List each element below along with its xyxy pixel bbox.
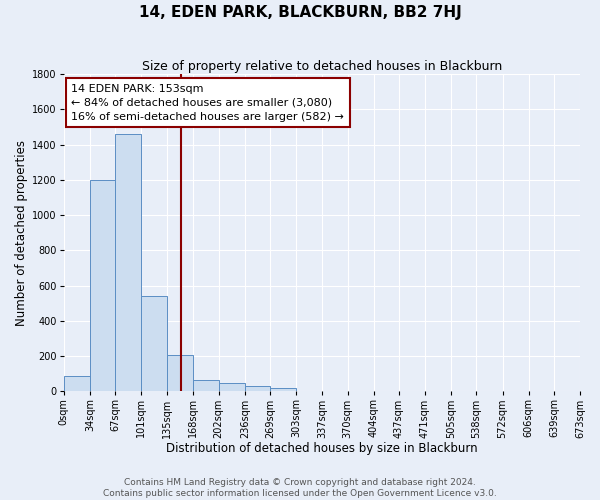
Title: Size of property relative to detached houses in Blackburn: Size of property relative to detached ho…	[142, 60, 502, 73]
Text: Contains HM Land Registry data © Crown copyright and database right 2024.
Contai: Contains HM Land Registry data © Crown c…	[103, 478, 497, 498]
Bar	[141, 296, 167, 392]
Y-axis label: Number of detached properties: Number of detached properties	[15, 140, 28, 326]
Bar	[115, 134, 141, 392]
Bar	[167, 356, 193, 392]
Text: 14 EDEN PARK: 153sqm
← 84% of detached houses are smaller (3,080)
16% of semi-de: 14 EDEN PARK: 153sqm ← 84% of detached h…	[71, 84, 344, 122]
Bar	[90, 180, 115, 392]
Bar	[193, 380, 218, 392]
Bar	[218, 384, 245, 392]
Bar	[270, 388, 296, 392]
X-axis label: Distribution of detached houses by size in Blackburn: Distribution of detached houses by size …	[166, 442, 478, 455]
Bar	[64, 376, 90, 392]
Text: 14, EDEN PARK, BLACKBURN, BB2 7HJ: 14, EDEN PARK, BLACKBURN, BB2 7HJ	[139, 5, 461, 20]
Bar	[245, 386, 270, 392]
